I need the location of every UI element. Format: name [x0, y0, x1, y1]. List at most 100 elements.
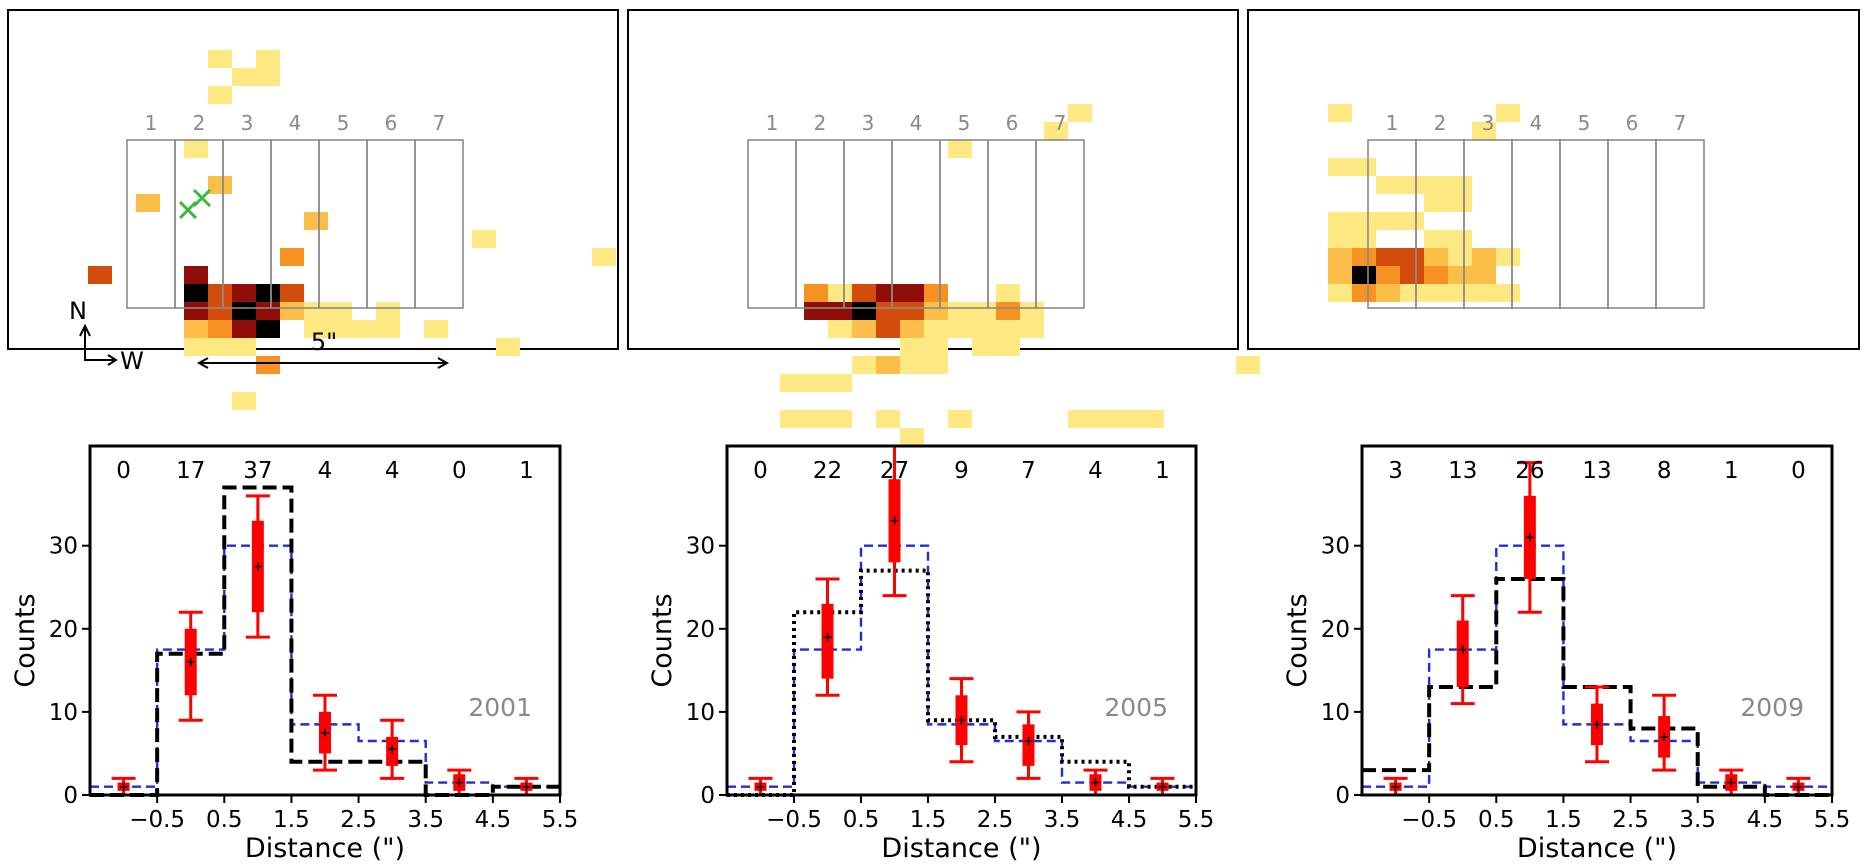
count-label: 13 — [1582, 458, 1611, 484]
heat-pixel — [852, 356, 876, 374]
heat-pixel — [1020, 320, 1044, 338]
count-label: 37 — [243, 458, 272, 484]
model-point — [522, 782, 531, 791]
x-axis-label: Distance (") — [245, 833, 405, 864]
west-arrowhead — [107, 354, 118, 366]
observed-step-line — [1362, 576, 1832, 797]
y-tick-label: 30 — [49, 534, 78, 560]
heat-pixel — [1328, 284, 1352, 302]
heat-pixel — [828, 374, 852, 392]
heat-pixel — [1328, 248, 1352, 266]
y-axis-label: Counts — [647, 593, 678, 687]
heat-pixel — [88, 266, 112, 284]
heat-pixel — [1328, 212, 1352, 230]
heat-pixel — [1352, 266, 1376, 284]
slit-label: 3 — [862, 111, 875, 135]
heat-pixel — [852, 302, 876, 320]
slit-label: 4 — [289, 111, 302, 135]
heat-pixel — [828, 410, 852, 428]
model-point — [957, 716, 966, 725]
heat-pixel — [804, 284, 828, 302]
heat-pixel — [1472, 122, 1496, 140]
heat-pixel — [184, 320, 208, 338]
x-tick-label: 0.5 — [206, 807, 243, 833]
count-label: 0 — [116, 458, 131, 484]
x-tick-label: 5.5 — [542, 807, 579, 833]
count-label: 22 — [813, 458, 842, 484]
y-tick-label: 10 — [686, 700, 715, 726]
heat-pixel — [972, 320, 996, 338]
x-tick-label: 4.5 — [475, 807, 512, 833]
model-point — [823, 633, 832, 642]
heat-pixel — [1328, 158, 1352, 176]
heat-pixel — [1140, 410, 1164, 428]
heat-pixel — [780, 410, 804, 428]
slit-cell — [414, 139, 464, 309]
heat-pixel — [208, 176, 232, 194]
slit-label: 6 — [385, 111, 398, 135]
slit-label: 2 — [1434, 111, 1447, 135]
heat-pixel — [256, 50, 280, 68]
axes-frame — [88, 444, 562, 797]
heat-pixel — [232, 338, 256, 356]
heat-pixel — [1400, 248, 1424, 266]
count-label: 4 — [1088, 458, 1103, 484]
model-point — [1158, 782, 1167, 791]
heat-pixel — [208, 284, 232, 302]
heat-pixel — [900, 320, 924, 338]
heat-pixel — [876, 356, 900, 374]
axes-frame — [1360, 444, 1834, 797]
compass-west-label: W — [120, 347, 144, 375]
heat-pixel — [1448, 284, 1472, 302]
model-point — [1024, 736, 1033, 745]
heat-pixel — [948, 410, 972, 428]
x-tick-label: 2.5 — [1612, 807, 1649, 833]
heat-pixel — [1424, 248, 1448, 266]
x-tick-label: 0.5 — [1478, 807, 1515, 833]
heat-pixel — [232, 68, 256, 86]
x-tick-label: 5.5 — [1178, 807, 1215, 833]
heat-pixel — [972, 338, 996, 356]
model-point — [1660, 732, 1669, 741]
slit-label: 4 — [1530, 111, 1543, 135]
x-tick-label: −0.5 — [766, 807, 822, 833]
heat-pixel — [876, 284, 900, 302]
heat-pixel — [828, 284, 852, 302]
heat-pixel — [1376, 248, 1400, 266]
heat-pixel — [184, 338, 208, 356]
heat-pixel — [424, 320, 448, 338]
heat-pixel — [1400, 176, 1424, 194]
year-label: 2005 — [1104, 693, 1168, 722]
model-point — [1091, 778, 1100, 787]
heat-pixel — [780, 374, 804, 392]
error-inner-band — [1022, 724, 1035, 766]
heat-pixel — [1400, 284, 1424, 302]
heat-pixel — [352, 320, 376, 338]
model-step-line — [1362, 544, 1832, 788]
y-tick-label: 10 — [49, 700, 78, 726]
heat-pixel — [1400, 266, 1424, 284]
north-arrowhead — [79, 323, 91, 337]
heat-pixel — [376, 302, 400, 320]
heat-pixel — [948, 140, 972, 158]
heat-pixel — [184, 266, 208, 284]
heat-pixel — [1328, 230, 1352, 248]
heat-pixel — [1472, 284, 1496, 302]
x-tick-label: −0.5 — [129, 807, 185, 833]
heat-pixel — [1352, 230, 1376, 248]
slit-label: 6 — [1626, 111, 1639, 135]
heat-pixel — [876, 302, 900, 320]
model-point — [253, 562, 262, 571]
heat-pixel — [804, 302, 828, 320]
heat-pixel — [232, 302, 256, 320]
heat-pixel — [208, 302, 232, 320]
compass-north-label: N — [69, 297, 87, 325]
image-panel-frame — [7, 9, 619, 350]
heat-pixel — [1376, 266, 1400, 284]
heat-pixel — [852, 284, 876, 302]
heat-pixel — [328, 320, 352, 338]
heat-pixel — [1496, 248, 1520, 266]
count-label: 1 — [1155, 458, 1170, 484]
heat-pixel — [876, 320, 900, 338]
